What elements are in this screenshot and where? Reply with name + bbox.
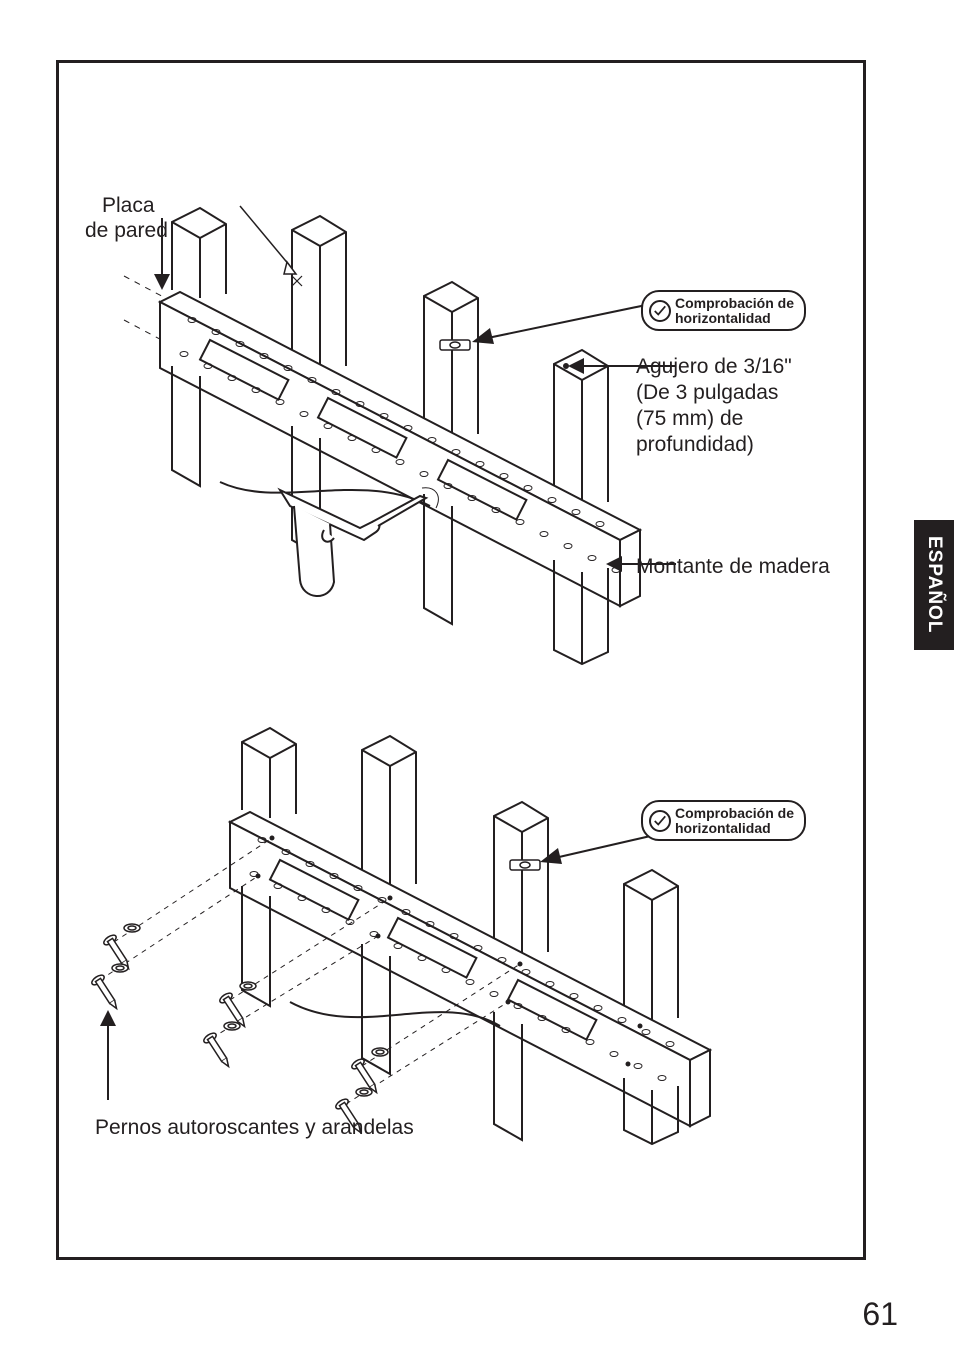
badge-level-l1: Comprobación de (675, 295, 794, 311)
label-wall-plate-l2: de pared (85, 218, 168, 244)
label-hole-l1: Agujero de 3/16" (636, 354, 792, 380)
badge-level-check-bottom: Comprobación de horizontalidad (641, 800, 806, 841)
badge-level-b-l1: Comprobación de (675, 805, 794, 821)
badge-level-b-l2: horizontalidad (675, 820, 771, 836)
check-icon (649, 810, 671, 832)
label-wall-plate-l1: Placa (102, 193, 155, 219)
label-hole-l2: (De 3 pulgadas (636, 380, 778, 406)
label-hole-l4: profundidad) (636, 432, 754, 458)
check-icon (649, 300, 671, 322)
label-wood-stud: Montante de madera (636, 554, 830, 580)
label-bolts-washers: Pernos autoroscantes y arandelas (95, 1115, 414, 1141)
badge-level-l2: horizontalidad (675, 310, 771, 326)
badge-level-check-top: Comprobación de horizontalidad (641, 290, 806, 331)
language-tab: ESPAÑOL (914, 520, 954, 650)
page-number: 61 (862, 1296, 898, 1333)
label-hole-l3: (75 mm) de (636, 406, 743, 432)
diagram-bottom (80, 690, 840, 1170)
